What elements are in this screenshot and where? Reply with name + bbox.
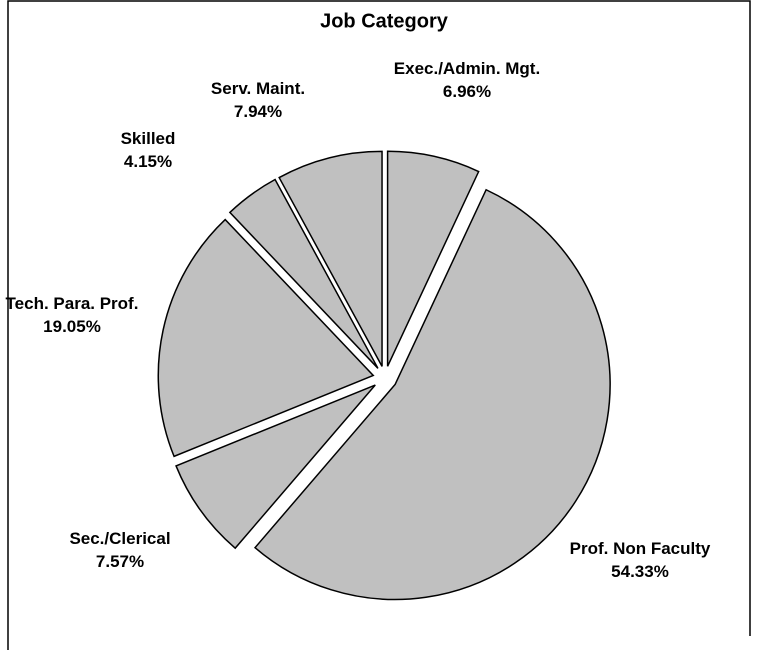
slice-label: Tech. Para. Prof. 19.05% <box>0 292 147 338</box>
slice-label: Prof. Non Faculty 54.33% <box>565 537 715 583</box>
slice-label: Sec./Clerical 7.57% <box>45 527 195 573</box>
pie-slice <box>253 188 611 601</box>
slice-value: 7.94% <box>233 102 283 121</box>
chart-frame <box>7 0 751 650</box>
slice-value: 4.15% <box>123 152 173 171</box>
pie-slice <box>386 150 480 367</box>
slice-value: 6.96% <box>442 82 492 101</box>
slice-label: Exec./Admin. Mgt. 6.96% <box>392 57 542 103</box>
slice-value: 7.57% <box>95 552 145 571</box>
slice-category: Exec./Admin. Mgt. <box>393 59 541 78</box>
slice-label: Skilled 4.15% <box>73 127 223 173</box>
slice-category: Sec./Clerical <box>69 529 171 548</box>
slice-category: Skilled <box>120 129 176 148</box>
slice-category: Serv. Maint. <box>210 79 306 98</box>
slice-value: 54.33% <box>611 562 669 581</box>
pie-slice <box>157 218 375 458</box>
slice-category: Prof. Non Faculty <box>569 539 711 558</box>
pie-slice <box>278 150 383 367</box>
slice-category: Tech. Para. Prof. <box>5 294 139 313</box>
slice-label: Serv. Maint. 7.94% <box>183 77 333 123</box>
chart-title: Job Category <box>320 10 448 33</box>
pie-slice <box>228 178 379 369</box>
slice-value: 19.05% <box>43 317 101 336</box>
pie-slice <box>175 384 376 550</box>
